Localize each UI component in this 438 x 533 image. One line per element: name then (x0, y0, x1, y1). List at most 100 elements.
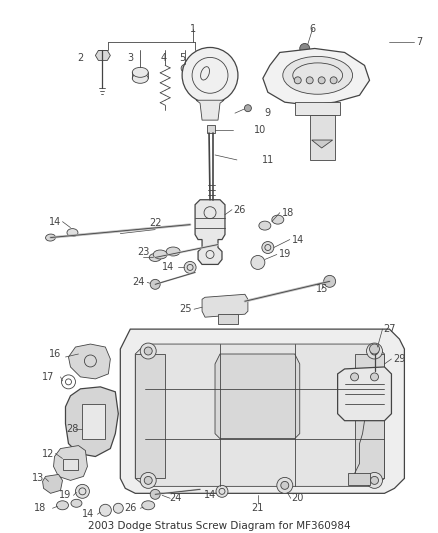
Text: 16: 16 (49, 349, 62, 359)
Text: 11: 11 (262, 155, 274, 165)
Ellipse shape (259, 221, 271, 230)
Polygon shape (64, 458, 78, 471)
Polygon shape (263, 49, 370, 105)
Text: 24: 24 (169, 494, 181, 503)
Text: 14: 14 (162, 262, 174, 272)
Circle shape (244, 104, 251, 111)
Text: 23: 23 (137, 247, 149, 257)
Text: 18: 18 (35, 503, 47, 513)
Polygon shape (207, 125, 215, 133)
Text: 14: 14 (49, 216, 62, 227)
Text: 19: 19 (279, 249, 291, 260)
Circle shape (150, 279, 160, 289)
Text: 5: 5 (179, 53, 185, 63)
Ellipse shape (142, 501, 155, 510)
Polygon shape (215, 354, 300, 439)
Circle shape (251, 255, 265, 269)
Text: 12: 12 (42, 449, 55, 458)
Polygon shape (82, 404, 106, 439)
Text: 14: 14 (204, 490, 216, 500)
Text: 18: 18 (282, 208, 294, 217)
Circle shape (324, 276, 336, 287)
Circle shape (371, 477, 378, 484)
Ellipse shape (132, 67, 148, 77)
Polygon shape (120, 329, 404, 494)
Polygon shape (355, 354, 385, 479)
Text: 26: 26 (124, 503, 137, 513)
Circle shape (371, 373, 378, 381)
Text: 10: 10 (254, 125, 266, 135)
Circle shape (262, 241, 274, 254)
Circle shape (300, 44, 310, 53)
Polygon shape (310, 115, 335, 160)
Circle shape (350, 373, 359, 381)
Ellipse shape (166, 247, 180, 256)
Bar (348, 473, 370, 486)
Text: 25: 25 (179, 304, 191, 314)
Ellipse shape (153, 250, 167, 259)
Circle shape (99, 504, 111, 516)
Text: 26: 26 (234, 205, 246, 215)
Circle shape (144, 477, 152, 484)
Circle shape (367, 343, 382, 359)
Polygon shape (68, 344, 110, 379)
Text: 22: 22 (149, 217, 162, 228)
Text: 24: 24 (132, 277, 145, 287)
Text: 13: 13 (32, 473, 45, 483)
Polygon shape (135, 354, 165, 479)
Text: 28: 28 (66, 424, 79, 434)
Circle shape (306, 77, 313, 84)
Text: 2003 Dodge Stratus Screw Diagram for MF360984: 2003 Dodge Stratus Screw Diagram for MF3… (88, 521, 350, 531)
Polygon shape (195, 200, 225, 264)
Ellipse shape (132, 74, 148, 83)
Text: 17: 17 (42, 372, 55, 382)
Ellipse shape (71, 499, 82, 507)
Circle shape (184, 262, 196, 273)
Text: 15: 15 (315, 284, 328, 294)
Text: 19: 19 (60, 490, 72, 500)
Polygon shape (196, 100, 224, 120)
Circle shape (370, 344, 379, 354)
Polygon shape (295, 102, 339, 115)
Text: 2: 2 (78, 53, 84, 63)
Circle shape (75, 484, 89, 498)
Ellipse shape (46, 234, 56, 241)
Polygon shape (202, 294, 248, 317)
Ellipse shape (57, 501, 68, 510)
Text: 20: 20 (292, 494, 304, 503)
Text: 4: 4 (160, 53, 166, 63)
Circle shape (144, 347, 152, 355)
Circle shape (330, 77, 337, 84)
Circle shape (140, 343, 156, 359)
Ellipse shape (149, 254, 161, 262)
Polygon shape (135, 344, 385, 487)
Text: 3: 3 (127, 53, 133, 63)
Text: 9: 9 (265, 108, 271, 118)
Polygon shape (66, 387, 118, 456)
Circle shape (182, 47, 238, 103)
Polygon shape (312, 140, 332, 148)
Text: 7: 7 (416, 37, 423, 47)
Circle shape (277, 478, 293, 494)
Circle shape (113, 503, 124, 513)
Ellipse shape (272, 215, 284, 224)
Polygon shape (338, 367, 392, 421)
Circle shape (181, 64, 189, 72)
Text: 14: 14 (292, 235, 304, 245)
Text: 29: 29 (393, 354, 406, 364)
Text: 14: 14 (82, 509, 95, 519)
Text: 21: 21 (252, 503, 264, 513)
Polygon shape (366, 371, 384, 383)
Ellipse shape (67, 229, 78, 237)
Circle shape (140, 472, 156, 488)
Text: 27: 27 (383, 324, 396, 334)
Circle shape (294, 77, 301, 84)
Polygon shape (95, 51, 110, 60)
Circle shape (216, 486, 228, 497)
Ellipse shape (283, 56, 353, 94)
Circle shape (150, 489, 160, 499)
Circle shape (367, 472, 382, 488)
Polygon shape (53, 446, 88, 480)
Polygon shape (42, 474, 63, 494)
Polygon shape (218, 314, 238, 324)
